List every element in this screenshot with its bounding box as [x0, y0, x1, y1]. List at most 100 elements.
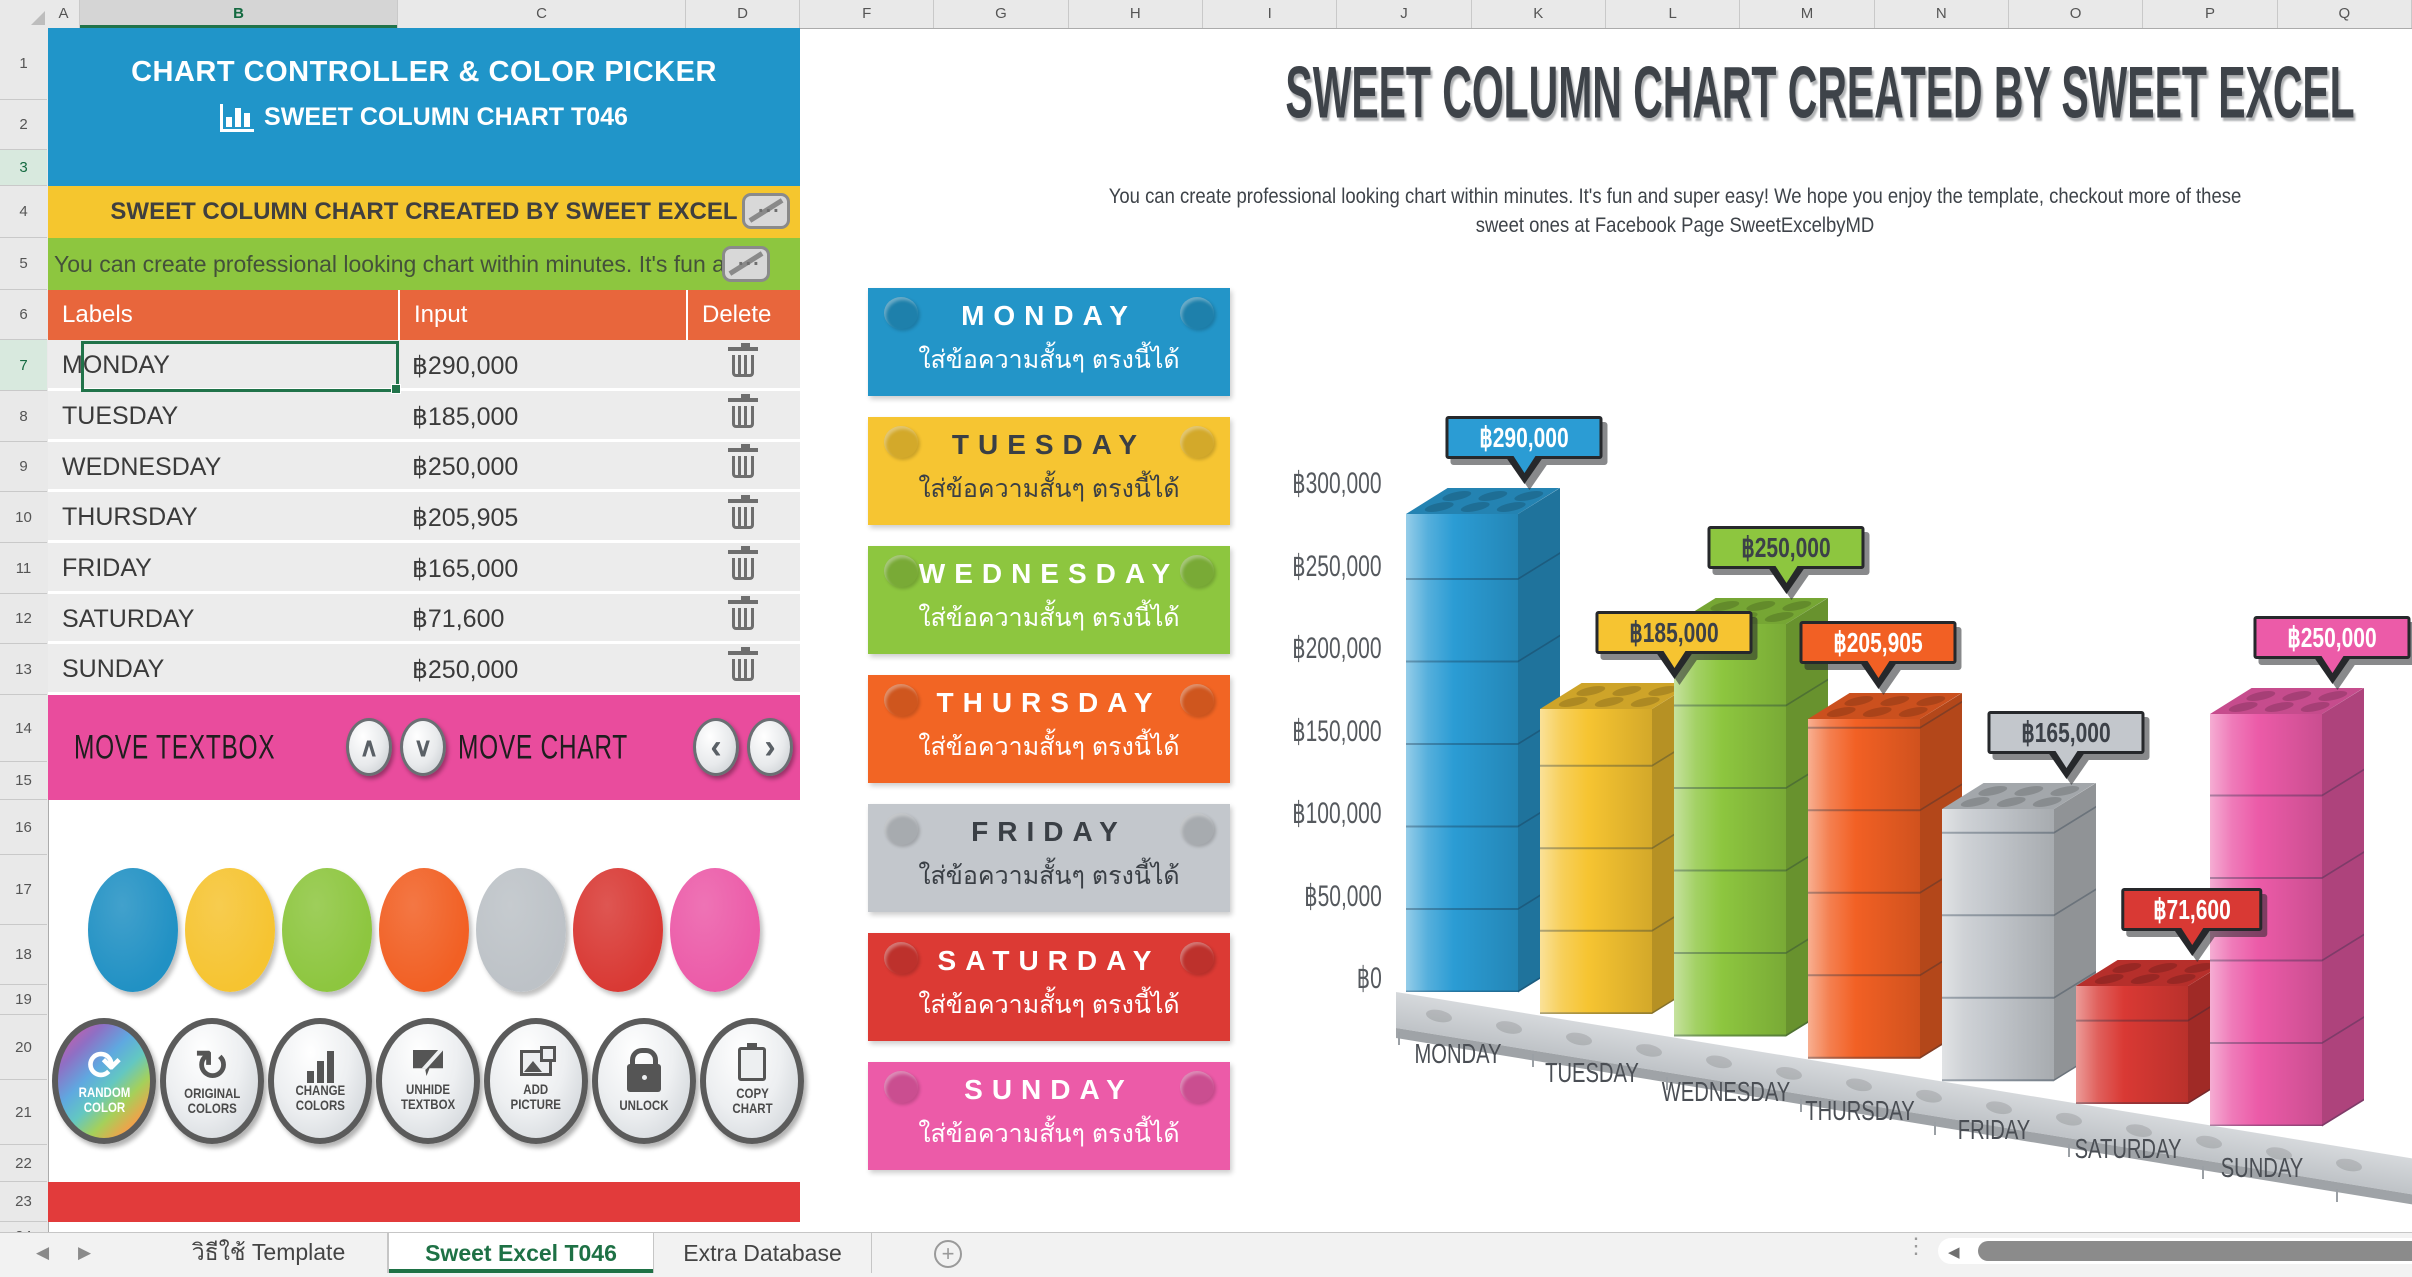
sheet-tab-2[interactable]: Sweet Excel T046 — [388, 1233, 654, 1273]
edit-banner-icon[interactable] — [742, 193, 790, 229]
add-picture-button[interactable]: ADD PICTURE — [484, 1018, 588, 1144]
column-header-I[interactable]: I — [1203, 0, 1338, 28]
y-axis-tick-label[interactable]: ฿200,000 — [1292, 632, 1382, 665]
delete-cell[interactable] — [686, 644, 800, 695]
palette-color-6[interactable] — [573, 868, 663, 992]
column-header-G[interactable]: G — [934, 0, 1069, 28]
column-header-O[interactable]: O — [2009, 0, 2144, 28]
move-chart-left-button[interactable]: ‹ — [693, 718, 739, 776]
horizontal-scrollbar-thumb[interactable] — [1978, 1241, 2412, 1261]
row-header-7[interactable]: 7 — [0, 340, 47, 391]
y-axis-tick-label[interactable]: ฿150,000 — [1292, 714, 1382, 748]
sheet-tab-1[interactable]: วิธีใช้ Template — [150, 1233, 388, 1273]
row-header-22[interactable]: 22 — [0, 1145, 47, 1182]
description-cell[interactable]: You can create professional looking char… — [48, 238, 800, 290]
delete-cell[interactable] — [686, 594, 800, 644]
column-header-D[interactable]: D — [686, 0, 800, 28]
input-cell[interactable]: ฿185,000 — [412, 402, 519, 431]
copy-chart-button[interactable]: COPY CHART — [700, 1018, 804, 1144]
row-header-15[interactable]: 15 — [0, 762, 47, 800]
y-axis-tick-label[interactable]: ฿50,000 — [1304, 879, 1382, 913]
delete-column-header[interactable]: Delete — [686, 290, 800, 340]
day-textbox-thursday[interactable]: THURSDAY ใส่ข้อความสั้นๆ ตรงนี้ได้ — [868, 675, 1230, 783]
banner-cell[interactable]: SWEET COLUMN CHART CREATED BY SWEET EXCE… — [48, 186, 800, 238]
delete-cell[interactable] — [686, 391, 800, 442]
row-header-21[interactable]: 21 — [0, 1080, 47, 1145]
label-cell[interactable]: SATURDAY — [62, 604, 195, 633]
axis-label-friday[interactable]: FRIDAY — [1957, 1114, 2031, 1145]
row-header-6[interactable]: 6 — [0, 290, 47, 340]
row-header-9[interactable]: 9 — [0, 442, 47, 492]
axis-label-wednesday[interactable]: WEDNESDAY — [1661, 1076, 1791, 1107]
trash-icon[interactable] — [728, 646, 758, 681]
row-header-23[interactable]: 23 — [0, 1182, 47, 1222]
random-color-button[interactable]: ⟳ RANDOM COLOR — [52, 1018, 156, 1144]
column-header-A[interactable]: A — [48, 0, 80, 28]
y-axis-tick-label[interactable]: ฿100,000 — [1292, 797, 1382, 830]
palette-color-5[interactable] — [476, 868, 566, 992]
day-textbox-friday[interactable]: FRIDAY ใส่ข้อความสั้นๆ ตรงนี้ได้ — [868, 804, 1230, 912]
label-cell[interactable]: TUESDAY — [62, 402, 179, 430]
day-textbox-wednesday[interactable]: WEDNESDAY ใส่ข้อความสั้นๆ ตรงนี้ได้ — [868, 546, 1230, 654]
row-header-5[interactable]: 5 — [0, 238, 47, 290]
original-colors-button[interactable]: ↻ ORIGINAL COLORS — [160, 1018, 264, 1144]
label-cell[interactable]: THURSDAY — [62, 503, 198, 531]
trash-icon[interactable] — [728, 342, 758, 377]
column-header-B[interactable]: B — [80, 0, 398, 28]
delete-cell[interactable] — [686, 492, 800, 543]
data-label-callout-thursday[interactable]: ฿205,905 — [1799, 621, 1957, 690]
palette-color-7[interactable] — [670, 868, 760, 992]
input-cell[interactable]: ฿250,000 — [412, 453, 519, 481]
label-cell[interactable]: WEDNESDAY — [62, 452, 222, 481]
column-header-K[interactable]: K — [1472, 0, 1606, 28]
row-header-20[interactable]: 20 — [0, 1015, 47, 1080]
axis-label-tuesday[interactable]: TUESDAY — [1545, 1057, 1639, 1088]
palette-color-4[interactable] — [379, 868, 469, 992]
input-cell[interactable]: ฿290,000 — [412, 351, 519, 380]
new-sheet-button[interactable]: + — [934, 1240, 962, 1268]
row-header-11[interactable]: 11 — [0, 543, 47, 594]
label-cell[interactable]: SUNDAY — [62, 655, 165, 683]
sheet-nav-prev-icon[interactable]: ◀ — [36, 1243, 50, 1262]
column-header-C[interactable]: C — [398, 0, 686, 28]
input-cell[interactable]: ฿165,000 — [412, 554, 519, 583]
label-cell[interactable]: FRIDAY — [62, 554, 152, 582]
day-textbox-monday[interactable]: MONDAY ใส่ข้อความสั้นๆ ตรงนี้ได้ — [868, 288, 1230, 396]
column-header-H[interactable]: H — [1069, 0, 1203, 28]
input-column-header[interactable]: Input — [398, 290, 686, 340]
axis-label-sunday[interactable]: SUNDAY — [2220, 1152, 2304, 1183]
trash-icon[interactable] — [728, 596, 758, 630]
delete-cell[interactable] — [686, 442, 800, 492]
row-header-14[interactable]: 14 — [0, 695, 47, 762]
palette-color-1[interactable] — [88, 868, 178, 992]
data-label-callout-wednesday[interactable]: ฿250,000 — [1707, 526, 1865, 595]
move-textbox-down-button[interactable]: ∨ — [400, 718, 446, 776]
row-header-17[interactable]: 17 — [0, 855, 47, 925]
y-axis-tick-label[interactable]: ฿250,000 — [1292, 549, 1382, 583]
change-colors-button[interactable]: CHANGE COLORS — [268, 1018, 372, 1144]
axis-label-saturday[interactable]: SATURDAY — [2074, 1133, 2182, 1164]
data-label-callout-tuesday[interactable]: ฿185,000 — [1595, 611, 1753, 680]
row-header-1[interactable]: 1 — [0, 28, 47, 100]
labels-column-header[interactable]: Labels — [62, 301, 133, 328]
move-chart-right-button[interactable]: › — [747, 718, 793, 776]
day-textbox-sunday[interactable]: SUNDAY ใส่ข้อความสั้นๆ ตรงนี้ได้ — [868, 1062, 1230, 1170]
row-header-18[interactable]: 18 — [0, 925, 47, 985]
unlock-button[interactable]: UNLOCK — [592, 1018, 696, 1144]
column-header-M[interactable]: M — [1740, 0, 1875, 28]
sheet-nav-next-icon[interactable]: ▶ — [78, 1243, 92, 1262]
axis-label-monday[interactable]: MONDAY — [1414, 1038, 1502, 1069]
column-header-Q[interactable]: Q — [2278, 0, 2412, 28]
trash-icon[interactable] — [728, 545, 758, 580]
delete-cell[interactable] — [686, 543, 800, 594]
y-axis-tick-label[interactable]: ฿300,000 — [1292, 467, 1382, 500]
delete-cell[interactable] — [686, 340, 800, 391]
y-axis-tick-label[interactable]: ฿0 — [1356, 962, 1382, 995]
sheet-tab-3[interactable]: Extra Database — [654, 1233, 872, 1273]
data-label-callout-monday[interactable]: ฿290,000 — [1445, 415, 1603, 484]
input-cell[interactable]: ฿71,600 — [412, 605, 505, 633]
scrollbar-resize-handle[interactable]: ⋮ — [1905, 1233, 1927, 1258]
day-textbox-saturday[interactable]: SATURDAY ใส่ข้อความสั้นๆ ตรงนี้ได้ — [868, 933, 1230, 1041]
column-header-J[interactable]: J — [1337, 0, 1472, 28]
chart-title-block[interactable]: SWEET COLUMN CHART CREATED BY SWEET EXCE… — [1010, 53, 2354, 134]
